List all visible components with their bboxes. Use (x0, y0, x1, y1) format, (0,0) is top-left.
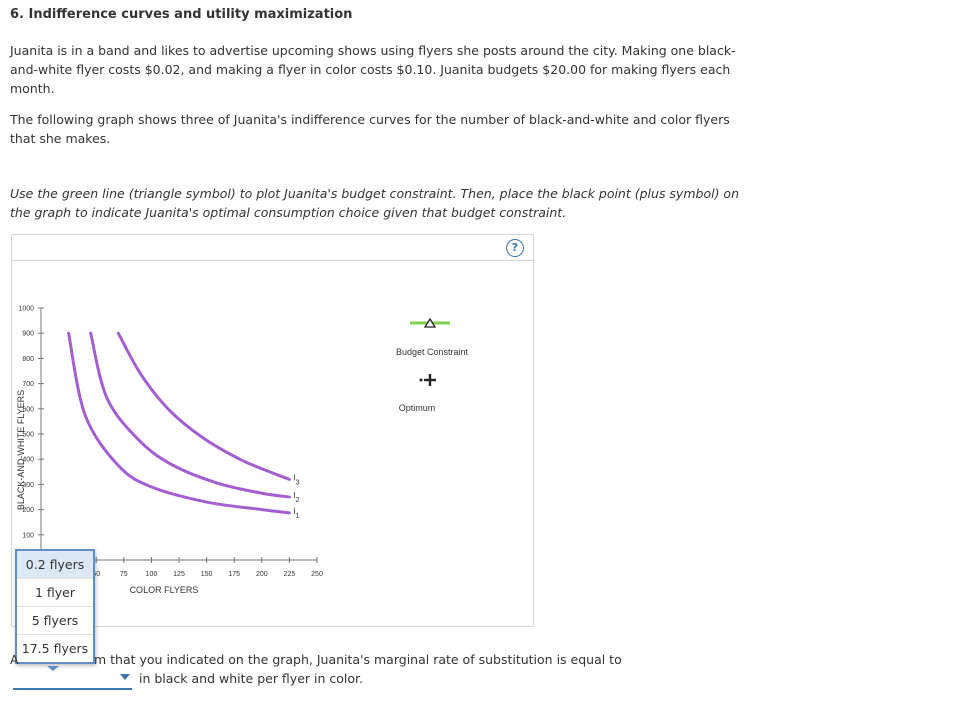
curve-label-i1: I1 (293, 507, 299, 520)
y-tick-label: 700 (22, 381, 34, 388)
graph-intro: The following graph shows three of Juani… (10, 112, 730, 146)
budget-constraint-label: Budget Constraint (396, 347, 469, 357)
y-tick-label: 300 (22, 482, 34, 489)
panel-header: ? (12, 235, 533, 261)
plus-icon[interactable] (419, 374, 437, 386)
y-tick-label: 200 (22, 507, 34, 514)
axes: 100 200 300 400 500 600 700 800 900 1000 50 75 100 12… (18, 306, 323, 579)
x-tick-label: 175 (228, 571, 240, 578)
legend: Budget Constraint Optimum (396, 317, 469, 413)
indifference-curve-i2 (89, 331, 291, 499)
x-tick-label: 75 (120, 571, 128, 578)
y-tick-label: 900 (22, 331, 34, 338)
question-title: 6. Indifference curves and utility maxim… (10, 7, 353, 22)
mrs-units-text: in black and white per flyer in color. (139, 671, 363, 686)
x-axis-title: COLOR FLYERS (130, 585, 199, 595)
y-axis-title: BLACK-AND-WHITE FLYERS (16, 390, 26, 510)
curve-labels: I1 I2 I3 (293, 473, 299, 520)
dropdown-option[interactable]: 17.5 flyers (21, 641, 89, 656)
curve-label-i3: I3 (293, 473, 299, 486)
x-tick-label: 150 (201, 571, 213, 578)
y-tick-label: 1000 (18, 306, 34, 313)
curve-label-i2: I2 (293, 491, 299, 504)
y-tick-label: 400 (22, 457, 34, 464)
x-tick-label: 50 (92, 571, 100, 578)
y-tick-label: 500 (22, 432, 34, 439)
dropdown-option[interactable]: 0.2 flyers (17, 551, 93, 579)
graph-panel: ? 100 200 300 400 500 600 700 800 900 1000 50 75 100… (11, 234, 534, 627)
graph-instructions: Use the green line (triangle symbol) to … (10, 186, 739, 220)
y-tick-label: 600 (22, 406, 34, 413)
mrs-select[interactable] (13, 670, 132, 690)
answer-dropdown-menu[interactable]: 0.2 flyers 1 flyer 5 flyers 17.5 flyers (15, 549, 95, 664)
x-tick-label: 100 (146, 571, 158, 578)
triangle-icon[interactable] (423, 317, 437, 328)
x-tick-label: 225 (284, 571, 296, 578)
indifference-graph[interactable]: 100 200 300 400 500 600 700 800 900 1000 50 75 100 12… (12, 235, 533, 626)
y-tick-label: 800 (22, 356, 34, 363)
x-tick-label: 200 (256, 571, 268, 578)
problem-statement: Juanita is in a band and likes to advert… (10, 43, 736, 96)
indifference-curves (67, 331, 291, 515)
chevron-down-icon (120, 674, 130, 680)
indifference-curve-i1 (67, 331, 291, 515)
x-tick-label: 125 (173, 571, 185, 578)
help-icon[interactable]: ? (506, 239, 524, 257)
x-tick-label: 250 (311, 571, 323, 578)
mrs-prefix: A (10, 652, 19, 667)
y-tick-label: 100 (22, 532, 34, 539)
optimum-label: Optimum (399, 403, 436, 413)
select-pointer-icon (47, 666, 59, 671)
mrs-question-text: m that you indicated on the graph, Juani… (94, 652, 622, 667)
dropdown-option[interactable]: 5 flyers (17, 607, 93, 635)
dropdown-option[interactable]: 1 flyer (17, 579, 93, 607)
indifference-curve-i3 (116, 331, 291, 481)
